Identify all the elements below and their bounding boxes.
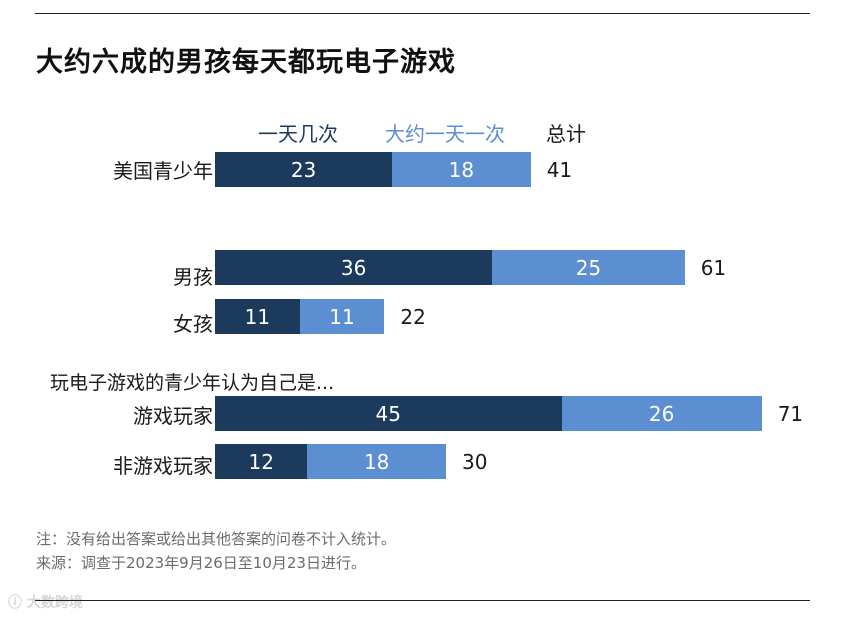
- chart-note: 注：没有给出答案或给出其他答案的问卷不计入统计。: [36, 530, 397, 548]
- bar-segment: 18: [392, 152, 531, 187]
- legend-series-1: 一天几次: [258, 122, 338, 146]
- group-label: 玩电子游戏的青少年认为自己是...: [50, 372, 335, 394]
- top-rule: [35, 13, 810, 14]
- legend-series-2: 大约一天一次: [385, 122, 505, 146]
- bar-segment: 25: [492, 250, 685, 285]
- bar-segment: 23: [215, 152, 393, 187]
- category-label: 非游戏玩家: [113, 454, 213, 478]
- category-label: 美国青少年: [113, 159, 213, 183]
- total-label: 61: [700, 256, 727, 280]
- category-label: 游戏玩家: [133, 404, 213, 428]
- legend-total: 总计: [546, 122, 586, 146]
- bar-segment: 45: [215, 396, 562, 431]
- bar-segment: 12: [215, 444, 308, 479]
- bar-segment: 11: [215, 299, 300, 334]
- total-label: 41: [546, 158, 573, 182]
- bar-segment: 11: [299, 299, 385, 334]
- chart-title: 大约六成的男孩每天都玩电子游戏: [36, 47, 456, 78]
- category-label: 女孩: [173, 312, 213, 336]
- chart-source: 来源：调查于2023年9月26日至10月23日进行。: [36, 554, 366, 572]
- bar-segment: 36: [215, 250, 493, 285]
- watermark-text: 大数跨境: [26, 595, 83, 611]
- bar-segment: 26: [561, 396, 762, 431]
- watermark-logo: ⓘ 大数跨境: [8, 595, 83, 611]
- total-label: 30: [462, 450, 488, 474]
- bar-segment: 18: [307, 444, 446, 479]
- bottom-rule: [35, 600, 810, 601]
- total-label: 22: [400, 305, 426, 329]
- total-label: 71: [777, 402, 804, 426]
- category-label: 男孩: [173, 265, 213, 289]
